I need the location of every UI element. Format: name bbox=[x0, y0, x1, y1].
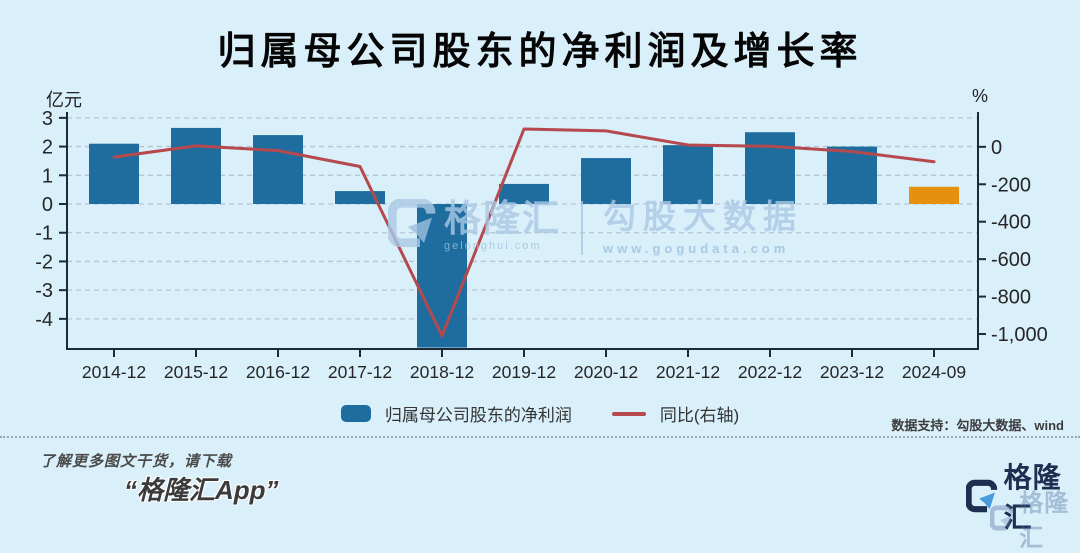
footer-app-name: “格隆汇App” bbox=[124, 475, 279, 505]
right-axis-tick-label: -200 bbox=[991, 174, 1031, 196]
legend-line-swatch bbox=[611, 411, 646, 416]
net-profit-growth-chart: 3 2 1 0 -1 -2 -3 -4 0 -200 -400 -600 -800 -1,000 2014-… bbox=[35, 108, 1048, 382]
right-axis-tick-label: -400 bbox=[991, 212, 1031, 234]
left-axis-tick-label: 3 bbox=[42, 108, 53, 130]
gelonghui-brand-logo-ghost: 格隆汇 bbox=[990, 483, 1080, 553]
x-axis-label: 2017-12 bbox=[328, 362, 392, 382]
chart-legend: 归属母公司股东的净利润 同比(右轴) bbox=[0, 401, 1080, 426]
x-axis-label: 2015-12 bbox=[164, 362, 228, 382]
data-source-note: 数据支持：勾股大数据、wind bbox=[891, 418, 1064, 433]
x-axis-label: 2016-12 bbox=[246, 362, 310, 382]
bar-2018-12 bbox=[417, 204, 467, 348]
legend-bar-label: 归属母公司股东的净利润 bbox=[384, 406, 572, 425]
right-axis-tick-label: -600 bbox=[991, 249, 1031, 271]
left-axis-tick-label: -3 bbox=[35, 280, 53, 302]
x-axis-label: 2019-12 bbox=[492, 362, 556, 382]
left-axis-tick-label: 0 bbox=[42, 194, 53, 216]
left-axis-tick-label: -2 bbox=[35, 251, 53, 273]
yoy-trend-line bbox=[112, 127, 936, 338]
bar-2014-12 bbox=[89, 143, 139, 205]
right-axis-unit-label: % bbox=[971, 86, 988, 106]
bar-2022-12 bbox=[745, 132, 795, 205]
gelonghui-logo-icon-ghost bbox=[990, 505, 1014, 531]
footer-divider bbox=[0, 436, 1080, 438]
right-axis-tick-label: -800 bbox=[991, 287, 1031, 309]
x-axis-label: 2023-12 bbox=[820, 362, 884, 382]
legend-bar-swatch bbox=[340, 405, 371, 422]
legend-line-label: 同比(右轴) bbox=[659, 406, 740, 425]
left-axis-tick-label: -1 bbox=[35, 223, 53, 245]
bar-2021-12 bbox=[663, 145, 713, 205]
left-axis-tick-label: 1 bbox=[42, 165, 53, 187]
x-axis-label: 2022-12 bbox=[738, 362, 802, 382]
left-axis-tick-label: 2 bbox=[42, 137, 53, 159]
right-axis-tick-label: 0 bbox=[991, 137, 1002, 159]
left-axis-unit-label: 亿元 bbox=[46, 90, 82, 110]
bar-2020-12 bbox=[581, 158, 631, 205]
x-axis-label: 2014-12 bbox=[82, 362, 146, 382]
bar-2019-12 bbox=[499, 183, 549, 205]
right-axis-tick-label: -1,000 bbox=[991, 324, 1048, 346]
brand-name-text-ghost: 格隆汇 bbox=[1019, 490, 1070, 552]
gelonghui-logo-icon bbox=[966, 479, 998, 513]
bar-2023-12 bbox=[827, 146, 877, 205]
bar-2016-12 bbox=[253, 135, 303, 205]
bar-2024-09 bbox=[909, 186, 959, 205]
x-axis-label: 2021-12 bbox=[656, 362, 720, 382]
left-axis-tick-label: -4 bbox=[35, 309, 53, 331]
x-axis-label: 2024-09 bbox=[902, 362, 966, 382]
bar-2015-12 bbox=[171, 127, 221, 205]
footer-promo-text: 了解更多图文干货，请下载 bbox=[40, 453, 233, 470]
chart-title: 归属母公司股东的净利润及增长率 bbox=[217, 31, 863, 73]
x-axis-label: 2018-12 bbox=[410, 362, 474, 382]
x-axis-label: 2020-12 bbox=[574, 362, 638, 382]
